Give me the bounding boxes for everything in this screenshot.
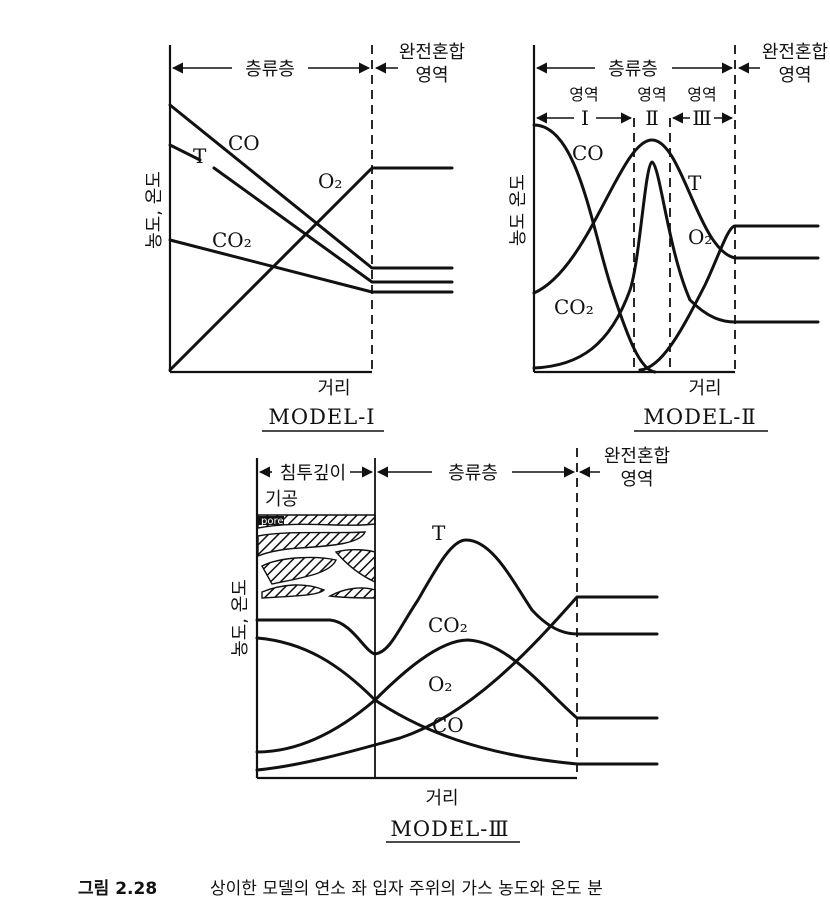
model2-o2-curve — [638, 224, 820, 372]
model1-diagram: 층류층 완전혼합 영역 농도, 온도 CO T CO₂ O₂ 거리 MODEL-… — [144, 42, 465, 432]
model3-o2-label: O₂ — [428, 672, 452, 696]
model2-title: MODEL-Ⅱ — [643, 405, 756, 429]
model3-co-label: CO — [432, 713, 464, 737]
model2-zone3-label: Ⅲ — [692, 106, 711, 130]
model1-y-label: 농도, 온도 — [144, 171, 165, 249]
model2-diagram: 층류층 완전혼합 영역 영역 영역 영역 I Ⅱ Ⅲ 농도 온도 CO T CO… — [508, 42, 828, 432]
model3-o2-curve — [255, 595, 659, 772]
model1-co-curve — [168, 103, 454, 270]
model1-co2-label: CO₂ — [212, 228, 252, 252]
model3-pore-label-en: pore — [261, 516, 284, 527]
model1-t-curve-start — [168, 143, 202, 162]
model2-mixed-label-line2: 영역 — [778, 65, 811, 86]
model3-co-curve — [255, 698, 659, 766]
model2-zone1-word: 영역 — [569, 85, 598, 104]
model2-y-label: 농도 온도 — [508, 174, 529, 246]
model3-t-curve — [255, 538, 659, 656]
model1-mixed-label-line2: 영역 — [415, 65, 448, 86]
caption-text: 상이한 모델의 연소 좌 입자 주위의 가스 농도와 온도 분 — [210, 879, 603, 899]
model1-x-label: 거리 — [317, 378, 350, 399]
model2-mixed-label-line1: 완전혼합 — [762, 42, 828, 63]
model1-t-curve — [212, 166, 454, 284]
figure-caption: 그림 2.28 상이한 모델의 연소 좌 입자 주위의 가스 농도와 온도 분 — [78, 879, 603, 899]
model3-diagram: 침투깊이 층류층 완전혼합 영역 기공 pore 농도, 온도 T CO₂ O₂… — [230, 446, 670, 843]
model2-zone2-label: Ⅱ — [645, 106, 659, 130]
model1-o2-label: O₂ — [318, 169, 342, 193]
model2-laminar-label: 층류층 — [608, 59, 658, 80]
model3-t-label: T — [432, 521, 446, 545]
model1-o2-curve — [168, 166, 454, 372]
model1-co2-curve — [168, 238, 454, 294]
model3-y-label: 농도, 온도 — [230, 579, 251, 657]
model2-zone2-word: 영역 — [637, 85, 666, 104]
model1-mixed-label-line1: 완전혼합 — [399, 42, 465, 63]
model2-o2-label: O₂ — [688, 225, 712, 249]
model3-laminar-label: 층류층 — [448, 463, 498, 484]
model2-t-curve — [532, 138, 820, 295]
model2-co2-label: CO₂ — [554, 295, 594, 319]
model2-x-label: 거리 — [688, 378, 721, 399]
model3-pore-label-kr: 기공 — [265, 489, 298, 510]
model3-mixed-label-line2: 영역 — [620, 469, 653, 490]
model2-co-curve — [532, 123, 657, 374]
model3-co2-curve — [255, 636, 659, 720]
model2-zone3-word: 영역 — [687, 85, 716, 104]
model1-t-label: T — [193, 144, 207, 168]
model2-co-label: CO — [572, 141, 604, 165]
model2-zone1-label: I — [581, 106, 589, 130]
model2-t-label: T — [688, 171, 702, 195]
model1-title: MODEL-I — [268, 405, 375, 429]
pore-illustration: pore — [257, 514, 376, 599]
model3-mixed-label-line1: 완전혼합 — [604, 446, 670, 467]
model1-laminar-label: 층류층 — [245, 59, 295, 80]
model3-title: MODEL-Ⅲ — [390, 817, 509, 841]
caption-label: 그림 2.28 — [78, 879, 157, 899]
model2-co2-curve — [532, 160, 820, 370]
model3-x-label: 거리 — [425, 788, 458, 809]
model1-co-label: CO — [228, 131, 260, 155]
model3-penetration-label: 침투깊이 — [280, 463, 346, 484]
model3-co2-label: CO₂ — [428, 613, 468, 637]
